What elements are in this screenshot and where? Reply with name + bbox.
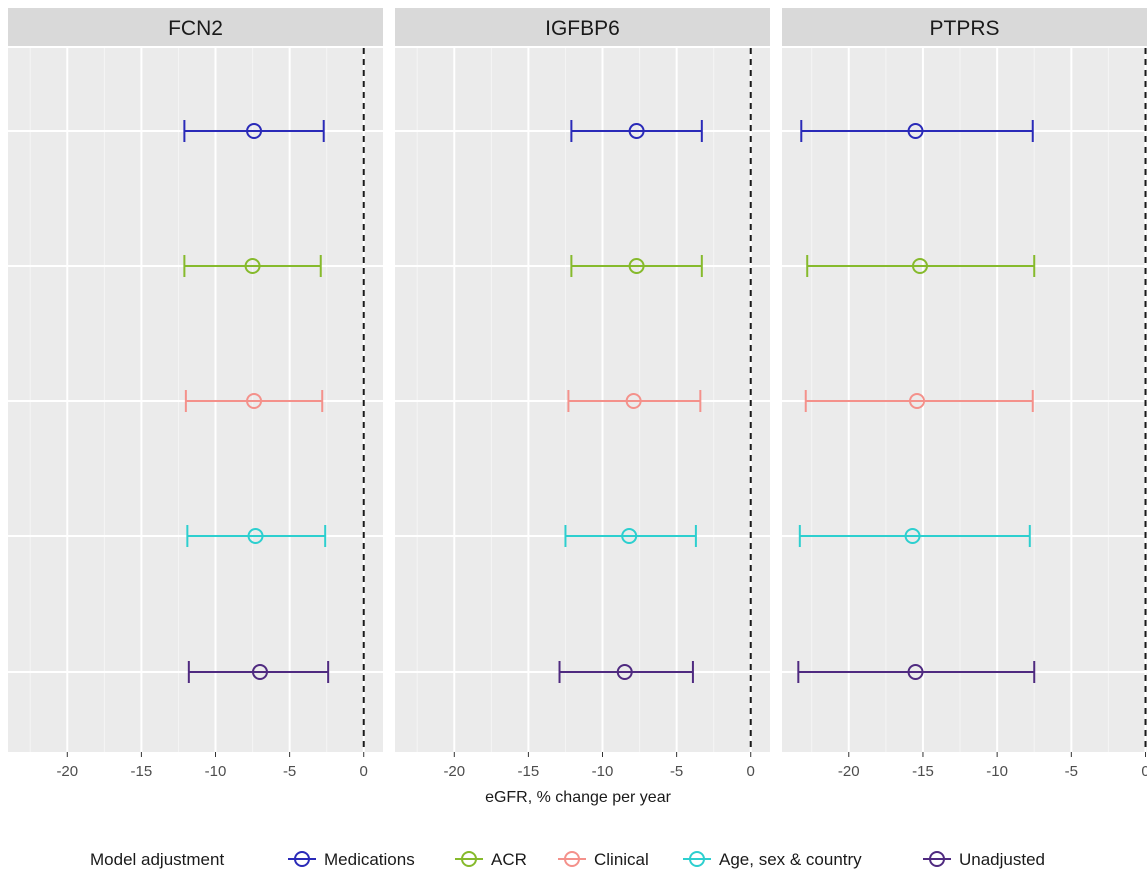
x-tick-label: 0	[360, 763, 368, 780]
facet-ptprs: PTPRS -20 -15 -10 -5 0	[782, 8, 1147, 780]
x-tick-label: 0	[747, 763, 755, 780]
legend-key-icon	[294, 851, 310, 867]
point-estimate	[247, 528, 264, 544]
estimate-clinical	[184, 390, 324, 412]
legend-item-age-sex-country: Age, sex & country	[683, 850, 862, 869]
x-tick-label: -15	[518, 763, 540, 780]
facet-strip-label: FCN2	[168, 17, 223, 40]
facet-fcn2: FCN2 -20 -15 -10 -5 0	[8, 8, 383, 780]
legend-item-unadjusted: Unadjusted	[923, 850, 1045, 869]
facet-igfbp6: IGFBP6 -20 -15 -10 -5 0	[395, 8, 770, 780]
legend-key-icon	[689, 851, 705, 867]
legend-key-icon	[564, 851, 580, 867]
x-tick-label: -15	[131, 763, 153, 780]
facet-strip	[782, 8, 1147, 46]
point-estimate	[907, 664, 924, 680]
estimate-age-sex-country	[564, 525, 697, 547]
point-estimate	[251, 664, 268, 680]
x-tick-label: -10	[205, 763, 227, 780]
legend-label: ACR	[491, 850, 527, 869]
point-estimate	[246, 393, 263, 409]
estimate-acr	[183, 255, 322, 277]
point-estimate	[616, 664, 633, 680]
legend-title: Model adjustment	[90, 850, 224, 869]
x-tick-label: -20	[443, 763, 465, 780]
x-axis-title: eGFR, % change per year	[485, 789, 672, 806]
estimate-medications	[570, 120, 703, 142]
x-tick-label: -5	[1065, 763, 1078, 780]
estimate-age-sex-country	[798, 525, 1031, 547]
legend-item-medications: Medications	[288, 850, 415, 869]
point-estimate	[628, 123, 645, 139]
facet-panels: FCN2 -20 -15 -10 -5 0 IGFBP6 -20 -15 -10 -5 0 PTPRS -…	[8, 8, 1147, 780]
point-estimate	[907, 123, 924, 139]
x-tick-label: -20	[56, 763, 78, 780]
estimate-acr	[806, 255, 1036, 277]
legend-item-clinical: Clinical	[558, 850, 649, 869]
legend: Model adjustment Medications ACR Clinical A…	[90, 850, 1045, 869]
x-tick-label: -20	[838, 763, 860, 780]
x-tick-label: -5	[670, 763, 683, 780]
point-estimate	[244, 258, 261, 274]
legend-label: Medications	[324, 850, 415, 869]
facet-strip	[8, 8, 383, 46]
point-estimate	[621, 528, 638, 544]
x-tick-label: -15	[912, 763, 934, 780]
facet-strip	[395, 8, 770, 46]
facet-strip-label: PTPRS	[929, 17, 999, 40]
legend-item-acr: ACR	[455, 850, 527, 869]
legend-label: Clinical	[594, 850, 649, 869]
estimate-unadjusted	[558, 661, 694, 683]
point-estimate	[904, 528, 921, 544]
estimate-unadjusted	[797, 661, 1036, 683]
estimate-acr	[570, 255, 703, 277]
x-tick-label: -10	[592, 763, 614, 780]
estimate-clinical	[567, 390, 702, 412]
x-tick-label: -5	[283, 763, 296, 780]
point-estimate	[625, 393, 642, 409]
estimate-medications	[800, 120, 1034, 142]
legend-key-icon	[461, 851, 477, 867]
x-tick-label: 0	[1141, 763, 1147, 780]
estimate-medications	[183, 120, 325, 142]
legend-label: Unadjusted	[959, 850, 1045, 869]
estimate-clinical	[804, 390, 1034, 412]
estimate-age-sex-country	[186, 525, 327, 547]
point-estimate	[628, 258, 645, 274]
estimate-unadjusted	[187, 661, 330, 683]
facet-strip-label: IGFBP6	[545, 17, 620, 40]
point-estimate	[909, 393, 926, 409]
point-estimate	[246, 123, 263, 139]
legend-key-icon	[929, 851, 945, 867]
x-tick-label: -10	[986, 763, 1008, 780]
legend-label: Age, sex & country	[719, 850, 862, 869]
point-estimate	[911, 258, 928, 274]
